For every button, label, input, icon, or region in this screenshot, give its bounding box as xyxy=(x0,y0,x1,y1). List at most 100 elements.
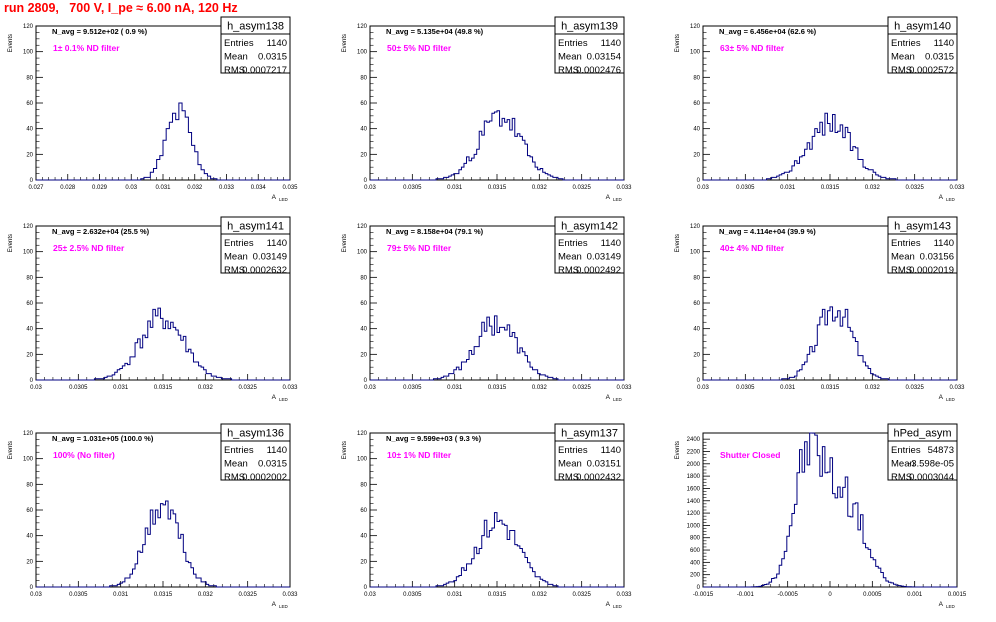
stats-value: 0.0002492 xyxy=(576,265,621,276)
y-tick-label: 120 xyxy=(23,224,34,230)
x-tick-label: 0.0315 xyxy=(821,185,840,191)
x-tick-label: 0.0315 xyxy=(488,185,507,191)
y-axis-label: Events xyxy=(342,234,348,252)
x-tick-label: 0.0325 xyxy=(905,385,924,391)
y-tick-label: 60 xyxy=(360,101,367,107)
stats-value: 0.03149 xyxy=(253,252,287,263)
stats-label: Entries xyxy=(891,38,921,49)
x-tick-label: 0.032 xyxy=(198,592,214,598)
x-tick-label: 0.031 xyxy=(447,592,463,598)
y-tick-label: 20 xyxy=(360,559,367,565)
x-axis-subscript: LED xyxy=(946,397,956,402)
stats-value: 0.0002632 xyxy=(242,265,287,276)
x-axis-label: A xyxy=(272,601,277,608)
x-tick-label: 0.032 xyxy=(532,592,548,598)
y-tick-label: 80 xyxy=(693,75,700,81)
x-tick-label: 0.032 xyxy=(198,385,214,391)
histogram-line xyxy=(370,315,624,381)
y-tick-label: 40 xyxy=(360,534,367,540)
y-tick-label: 100 xyxy=(690,250,701,256)
stats-value: 1140 xyxy=(934,38,954,49)
y-tick-label: 100 xyxy=(357,250,368,256)
x-tick-label: 0.033 xyxy=(282,592,298,598)
stats-title: h_asym142 xyxy=(561,221,618,233)
x-tick-label: -0.0005 xyxy=(777,592,798,598)
stats-value: 1140 xyxy=(601,38,621,49)
x-axis-subscript: LED xyxy=(279,604,289,609)
y-tick-label: 100 xyxy=(357,50,368,56)
y-axis-label: Events xyxy=(8,234,14,252)
stats-label: Entries xyxy=(558,238,588,249)
histogram-panel-h_asym139: 0.03 0.0305 0.031 0.0315 0.032 0.0325 0.033 0 20… xyxy=(342,16,632,202)
stats-value: 1140 xyxy=(267,445,287,456)
x-axis-label: A xyxy=(939,194,944,201)
y-tick-label: 40 xyxy=(26,127,33,133)
histogram-panel-h_asym137: 0.03 0.0305 0.031 0.0315 0.032 0.0325 0.033 0 20… xyxy=(342,423,632,609)
stats-label: RMS xyxy=(224,472,245,483)
x-tick-label: 0.0315 xyxy=(154,385,173,391)
stats-value: 0.03154 xyxy=(587,52,621,63)
y-tick-label: 0 xyxy=(30,585,34,591)
x-tick-label: 0.0305 xyxy=(69,385,88,391)
x-axis-label: A xyxy=(939,601,944,608)
stats-title: h_asym140 xyxy=(894,21,951,33)
stats-value: 1140 xyxy=(601,445,621,456)
y-tick-label: 40 xyxy=(360,127,367,133)
x-tick-label: 0.03 xyxy=(364,385,376,391)
stats-value: 0.0315 xyxy=(258,459,287,470)
histogram-panel-h_asym140: 0.03 0.0305 0.031 0.0315 0.032 0.0325 0.033 0 20… xyxy=(675,16,965,202)
stats-box xyxy=(554,16,625,74)
x-tick-label: 0.033 xyxy=(282,385,298,391)
stats-box xyxy=(554,216,625,274)
histogram-line xyxy=(36,102,290,181)
histogram-panel-h_asym143: 0.03 0.0305 0.031 0.0315 0.032 0.0325 0.033 0 20… xyxy=(675,216,965,402)
stats-value: 0.0003044 xyxy=(909,472,954,483)
stats-title: h_asym139 xyxy=(561,21,618,33)
histogram-panel-h_asym142: 0.03 0.0305 0.031 0.0315 0.032 0.0325 0.033 0 20… xyxy=(342,216,632,402)
y-tick-label: 120 xyxy=(357,24,368,30)
stats-value: 0.03151 xyxy=(587,459,621,470)
stats-label: Mean xyxy=(224,52,248,63)
x-tick-label: 0.03 xyxy=(125,185,137,191)
stats-box xyxy=(220,423,291,481)
x-tick-label: 0.0315 xyxy=(154,592,173,598)
x-tick-label: 0.0305 xyxy=(403,385,422,391)
stats-value: 54873 xyxy=(928,445,954,456)
stats-label: Mean xyxy=(558,459,582,470)
stats-box xyxy=(887,16,958,74)
stats-label: Mean xyxy=(891,252,915,263)
stats-title: h_asym141 xyxy=(227,221,284,233)
x-tick-label: 0.0305 xyxy=(736,185,755,191)
stats-label: Entries xyxy=(558,38,588,49)
stats-label: RMS xyxy=(891,65,912,76)
histogram-panel-h_asym136: 0.03 0.0305 0.031 0.0315 0.032 0.0325 0.033 0 20… xyxy=(8,423,298,609)
filter-label: 25± 2.5% ND filter xyxy=(53,243,125,253)
y-tick-label: 120 xyxy=(690,24,701,30)
y-axis-label: Events xyxy=(675,34,681,52)
x-tick-label: 0.033 xyxy=(616,385,632,391)
y-tick-label: 60 xyxy=(693,301,700,307)
y-tick-label: 60 xyxy=(360,508,367,514)
y-tick-label: 80 xyxy=(26,75,33,81)
histogram-line xyxy=(370,512,624,588)
y-axis-label: Events xyxy=(675,234,681,252)
x-tick-label: 0.0305 xyxy=(403,592,422,598)
y-tick-label: 100 xyxy=(23,457,34,463)
stats-box xyxy=(220,16,291,74)
y-tick-label: 20 xyxy=(693,152,700,158)
navg-label: N_avg = 2.632e+04 (25.5 %) xyxy=(52,227,150,236)
y-tick-label: 2400 xyxy=(687,437,701,443)
histogram-panel-hPed_asym: -0.0015 -0.001 -0.0005 0 0.0005 0.001 0.0015 0 2… xyxy=(675,423,967,609)
navg-label: N_avg = 9.599e+03 ( 9.3 %) xyxy=(386,434,482,443)
y-tick-label: 40 xyxy=(693,327,700,333)
histogram-line xyxy=(36,307,290,381)
filter-label: 1± 0.1% ND filter xyxy=(53,43,120,53)
filter-label: 79± 5% ND filter xyxy=(387,243,452,253)
stats-label: Mean xyxy=(891,459,915,470)
y-tick-label: 0 xyxy=(364,585,368,591)
x-tick-label: 0.031 xyxy=(113,592,129,598)
y-tick-label: 400 xyxy=(690,560,701,566)
y-tick-label: 0 xyxy=(30,378,34,384)
x-tick-label: 0.0305 xyxy=(736,385,755,391)
stats-value: 0.0002019 xyxy=(909,265,954,276)
